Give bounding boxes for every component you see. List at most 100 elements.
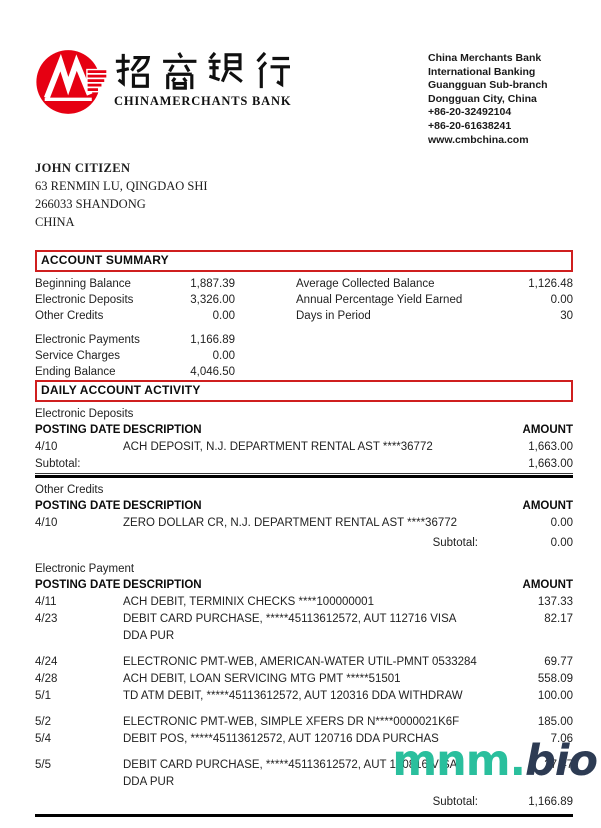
section-gap <box>35 552 573 557</box>
transaction-date: 4/10 <box>35 441 58 454</box>
statement-header: CHINAMERCHANTS BANK China Merchants Bank… <box>35 47 573 147</box>
customer-address-line: 266033 SHANDONG <box>35 197 146 212</box>
transaction-date: 5/4 <box>35 733 51 746</box>
cmb-logo-icon <box>36 50 107 114</box>
transaction-amount: 1,663.00 <box>528 441 573 454</box>
transaction-date: 4/11 <box>35 596 57 609</box>
summary-label: Ending Balance <box>35 366 116 379</box>
transaction-row: 5/1 TD ATM DEBIT, *****45113612572, AUT … <box>35 688 573 705</box>
customer-address-line: 63 RENMIN LU, QINGDAO SHI <box>35 179 208 194</box>
activity-column-headers: POSTING DATE DESCRIPTION AMOUNT <box>35 422 573 439</box>
transaction-row: 4/24 ELECTRONIC PMT-WEB, AMERICAN-WATER … <box>35 654 573 671</box>
transaction-date: 4/10 <box>35 517 58 530</box>
summary-value: 0.00 <box>212 310 235 323</box>
watermark-mnm: mnm. <box>392 736 526 786</box>
account-summary-table: Beginning Balance 1,887.39 Electronic De… <box>35 272 573 380</box>
mnm-bio-watermark: mnm.bio <box>392 740 598 783</box>
transaction-amount: 7.06 <box>550 733 573 746</box>
summary-label: Electronic Payments <box>35 334 140 347</box>
activity-section-name: Electronic Deposits <box>35 408 134 421</box>
transaction-description: ELECTRONIC PMT-WEB, AMERICAN-WATER UTIL-… <box>123 656 477 669</box>
summary-label: Other Credits <box>35 310 104 323</box>
summary-row: Ending Balance 4,046.50 <box>35 364 235 380</box>
summary-row: Beginning Balance 1,887.39 <box>35 276 235 292</box>
transaction-description: ACH DEBIT, TERMINIX CHECKS ****100000001 <box>123 596 374 609</box>
summary-value: 30 <box>560 310 573 323</box>
transaction-description: DEBIT CARD PURCHASE, *****45113612572, A… <box>123 613 456 643</box>
transaction-row: 5/4 DEBIT POS, *****45113612572, AUT 120… <box>35 731 573 748</box>
summary-label: Beginning Balance <box>35 278 131 291</box>
transaction-description: ACH DEPOSIT, N.J. DEPARTMENT RENTAL AST … <box>123 441 433 454</box>
transaction-date: 5/2 <box>35 716 51 729</box>
summary-row: Annual Percentage Yield Earned 0.00 <box>296 292 573 308</box>
summary-label: Average Collected Balance <box>296 278 435 291</box>
bank-name-english: CHINAMERCHANTS BANK <box>114 94 292 108</box>
summary-label: Days in Period <box>296 310 371 323</box>
account-summary-title: ACCOUNT SUMMARY <box>35 250 573 273</box>
activity-column-headers: POSTING DATE DESCRIPTION AMOUNT <box>35 498 573 515</box>
summary-value: 4,046.50 <box>190 366 235 379</box>
col-description: DESCRIPTION <box>123 579 202 592</box>
subtotal-row: Subtotal: 1,166.89 <box>35 794 573 811</box>
transaction-amount: 82.17 <box>544 613 573 626</box>
summary-row: Days in Period 30 <box>296 308 573 324</box>
transaction-date: 5/1 <box>35 690 51 703</box>
transaction-row: 5/5 DEBIT CARD PURCHASE, *****4511361257… <box>35 757 573 791</box>
summary-left-column: Beginning Balance 1,887.39 Electronic De… <box>35 276 235 380</box>
section-divider <box>35 475 573 479</box>
summary-value: 3,326.00 <box>190 294 235 307</box>
activity-column-headers: POSTING DATE DESCRIPTION AMOUNT <box>35 577 573 594</box>
transaction-amount: 185.00 <box>537 716 573 729</box>
summary-label: Service Charges <box>35 350 121 363</box>
bank-name-block: CHINAMERCHANTS BANK <box>114 47 291 109</box>
summary-value: 1,887.39 <box>190 278 235 291</box>
subtotal-amount: 1,663.00 <box>528 458 573 471</box>
transaction-description: TD ATM DEBIT, *****45113612572, AUT 1203… <box>123 690 463 703</box>
subtotal-row: Subtotal: 0.00 <box>35 535 573 552</box>
branch-line: International Banking <box>428 65 536 78</box>
summary-value: 1,166.89 <box>190 334 235 347</box>
summary-row: Electronic Payments 1,166.89 <box>35 332 235 348</box>
summary-spacer <box>35 324 235 332</box>
branch-info-block: China Merchants Bank International Banki… <box>428 47 573 147</box>
customer-address-block: JOHN CITIZEN 63 RENMIN LU, QINGDAO SHI 2… <box>35 159 573 231</box>
summary-row: Average Collected Balance 1,126.48 <box>296 276 573 292</box>
transaction-amount: 69.77 <box>544 656 573 669</box>
summary-label: Annual Percentage Yield Earned <box>296 294 463 307</box>
transaction-amount: 558.09 <box>537 673 573 686</box>
summary-right-column: Average Collected Balance 1,126.48 Annua… <box>296 276 573 380</box>
transaction-amount: 137.33 <box>537 596 573 609</box>
subtotal-filler <box>123 456 478 473</box>
col-amount: AMOUNT <box>522 500 573 513</box>
transaction-description: ACH DEBIT, LOAN SERVICING MTG PMT *****5… <box>123 673 401 686</box>
col-description: DESCRIPTION <box>123 500 202 513</box>
branch-phone: +86-20-61638241 <box>428 119 512 132</box>
transaction-row: 4/10 ACH DEPOSIT, N.J. DEPARTMENT RENTAL… <box>35 439 573 456</box>
col-amount: AMOUNT <box>522 579 573 592</box>
customer-address-line: CHINA <box>35 215 75 230</box>
summary-value: 0.00 <box>550 294 573 307</box>
summary-label: Electronic Deposits <box>35 294 134 307</box>
summary-value: 1,126.48 <box>528 278 573 291</box>
col-posting-date: POSTING DATE <box>35 500 121 513</box>
customer-name: JOHN CITIZEN <box>35 161 131 176</box>
summary-row: Service Charges 0.00 <box>35 348 235 364</box>
statement-bottom-rule <box>35 814 573 818</box>
transaction-row: 4/23 DEBIT CARD PURCHASE, *****451136125… <box>35 611 573 645</box>
transaction-description: DEBIT POS, *****45113612572, AUT 120716 … <box>123 733 439 746</box>
col-posting-date: POSTING DATE <box>35 424 121 437</box>
transaction-date: 4/23 <box>35 613 58 626</box>
transaction-row: 4/10 ZERO DOLLAR CR, N.J. DEPARTMENT REN… <box>35 515 573 532</box>
transaction-description: DEBIT CARD PURCHASE, *****45113612572, A… <box>123 759 457 789</box>
transaction-description: ZERO DOLLAR CR, N.J. DEPARTMENT RENTAL A… <box>123 517 458 530</box>
branch-line: China Merchants Bank <box>428 52 542 64</box>
transaction-amount: 100.00 <box>537 690 573 703</box>
subtotal-label: Subtotal: <box>432 537 478 550</box>
subtotal-row: Subtotal: 1,663.00 <box>35 456 573 475</box>
summary-value: 0.00 <box>212 350 235 363</box>
daily-activity-title: DAILY ACCOUNT ACTIVITY <box>35 380 573 403</box>
transaction-date: 4/28 <box>35 673 58 686</box>
col-amount: AMOUNT <box>522 424 573 437</box>
transaction-row: 4/28 ACH DEBIT, LOAN SERVICING MTG PMT *… <box>35 671 573 688</box>
transaction-date: 4/24 <box>35 656 58 669</box>
